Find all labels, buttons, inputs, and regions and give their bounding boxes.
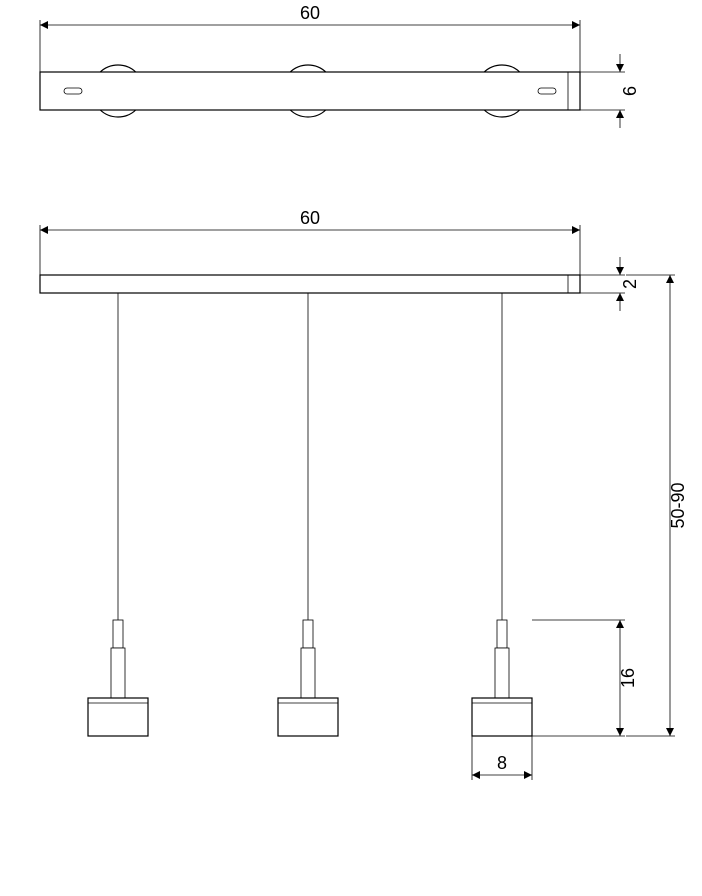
ferrule-bot — [111, 648, 125, 698]
ferrule-bot — [301, 648, 315, 698]
ferrule-top — [497, 620, 507, 648]
ferrule-top — [113, 620, 123, 648]
shade — [88, 698, 148, 736]
shade — [278, 698, 338, 736]
dim-label: 8 — [497, 753, 507, 773]
ferrule-top — [303, 620, 313, 648]
dim-label: 6 — [620, 86, 640, 96]
ceiling-plate — [40, 275, 580, 293]
dim-label: 16 — [618, 668, 638, 688]
dim-label: 2 — [620, 279, 640, 289]
shade — [472, 698, 532, 736]
dim-label: 60 — [300, 3, 320, 23]
dim-label: 60 — [300, 208, 320, 228]
top-bar — [40, 72, 580, 110]
ferrule-bot — [495, 648, 509, 698]
dim-label: 50-90 — [668, 482, 688, 528]
